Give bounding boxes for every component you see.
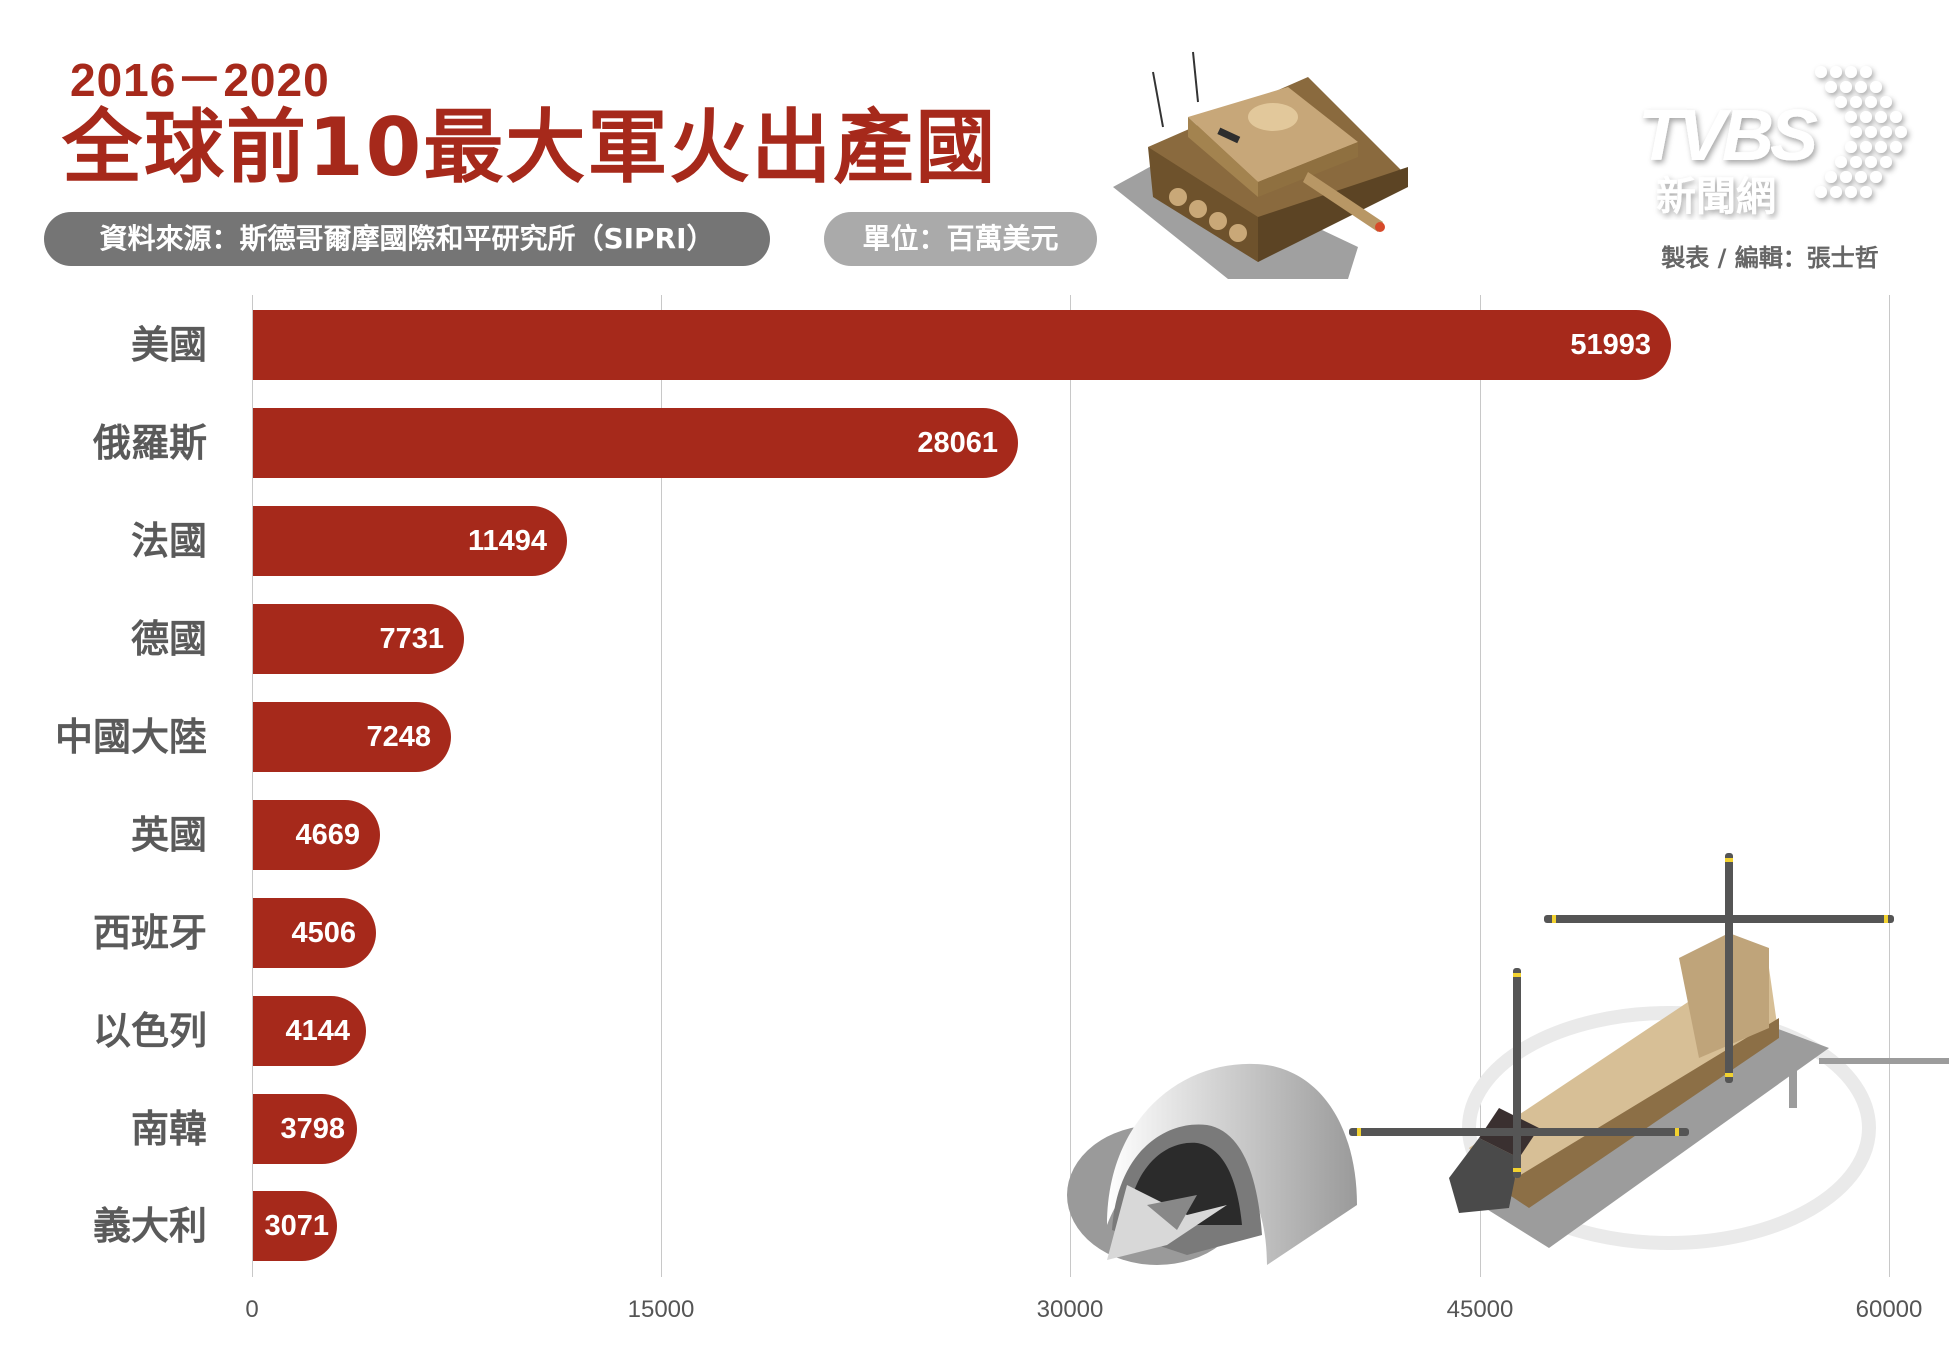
bar-south-korea: 3798 — [253, 1094, 357, 1164]
bar-china: 7248 — [253, 702, 451, 772]
category-label-russia: 俄羅斯 — [92, 421, 207, 465]
gridline-0 — [252, 295, 253, 1277]
x-tick-label: 45000 — [1446, 1296, 1514, 1323]
category-label-china: 中國大陸 — [54, 715, 207, 759]
x-tick-label: 0 — [245, 1296, 259, 1323]
source-badge: 資料來源：斯德哥爾摩國際和平研究所（SIPRI） — [44, 212, 770, 266]
bar-value-label: 3798 — [280, 1113, 345, 1145]
year-range: 2016－2020 — [70, 54, 330, 106]
gridline-30000 — [1070, 295, 1071, 1277]
x-tick-label: 15000 — [627, 1296, 695, 1323]
bar-value-label: 3071 — [264, 1210, 329, 1242]
category-label-germany: 德國 — [130, 617, 207, 661]
bar-value-label: 28061 — [917, 427, 998, 459]
gridline-45000 — [1480, 295, 1481, 1277]
bar-value-label: 4144 — [285, 1015, 350, 1047]
category-label-south-korea: 南韓 — [130, 1107, 207, 1151]
credit-text: 製表 / 編輯：張士哲 — [1661, 244, 1879, 272]
helicopter-icon — [1349, 853, 1949, 1250]
category-label-uk: 英國 — [130, 813, 207, 857]
tvbs-logo-icon: TVBS 新聞網 — [1638, 66, 1907, 220]
svg-text:新聞網: 新聞網 — [1656, 174, 1776, 220]
bar-italy: 3071 — [253, 1191, 337, 1261]
gridline-15000 — [661, 295, 662, 1277]
hangar-jet-icon — [1067, 1063, 1357, 1265]
gridline-60000 — [1889, 295, 1890, 1277]
category-label-italy: 義大利 — [92, 1204, 207, 1248]
bar-france: 11494 — [253, 506, 567, 576]
bar-value-label: 4506 — [291, 917, 356, 949]
bar-germany: 7731 — [253, 604, 464, 674]
bar-value-label: 4669 — [295, 819, 360, 851]
x-tick-label: 30000 — [1036, 1296, 1104, 1323]
page-title: 全球前10最大軍火出產國 — [62, 101, 998, 194]
bar-usa: 51993 — [253, 310, 1671, 380]
bar-spain: 4506 — [253, 898, 376, 968]
bar-israel: 4144 — [253, 996, 366, 1066]
category-label-israel: 以色列 — [92, 1009, 207, 1053]
category-label-usa: 美國 — [130, 323, 207, 367]
category-label-france: 法國 — [130, 519, 207, 563]
bar-russia: 28061 — [253, 408, 1018, 478]
bar-value-label: 51993 — [1570, 329, 1651, 361]
logo-text: TVBS — [1638, 96, 1818, 176]
bar-value-label: 11494 — [467, 525, 547, 557]
unit-badge: 單位：百萬美元 — [824, 212, 1097, 266]
bar-uk: 4669 — [253, 800, 380, 870]
bar-value-label: 7248 — [366, 721, 431, 753]
x-tick-label: 60000 — [1855, 1296, 1923, 1323]
bar-value-label: 7731 — [379, 623, 444, 655]
tank-icon — [1113, 51, 1408, 279]
category-label-spain: 西班牙 — [92, 911, 207, 955]
